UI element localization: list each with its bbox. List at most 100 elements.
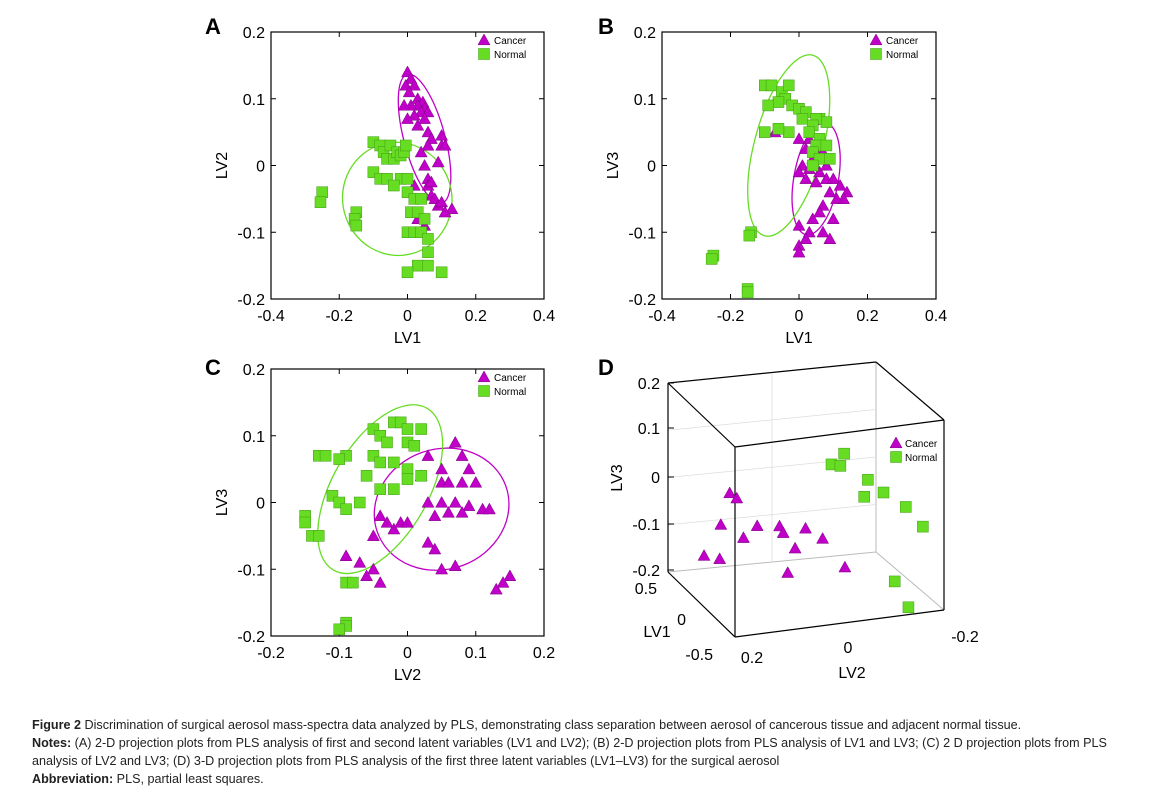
x-tick-label: 0 <box>795 308 804 325</box>
figure-panels: A-0.4 -0.2 0 0.2 0.4-0.2-0.100.10.2LV1LV2Can… <box>205 14 979 684</box>
z-tick-label: -0.1 <box>632 517 660 534</box>
normal-point <box>418 213 431 225</box>
cancer-point <box>421 138 435 151</box>
normal-point <box>415 423 427 435</box>
legend-cancer-label: Cancer <box>494 36 527 47</box>
normal-point <box>314 196 327 208</box>
cancer-point <box>442 475 455 488</box>
cancer-point <box>401 516 414 528</box>
normal-point <box>435 266 448 279</box>
normal-point <box>422 233 434 245</box>
normal-point <box>796 113 809 125</box>
cancer-point <box>462 499 476 511</box>
legend-normal-marker <box>870 48 882 60</box>
cancer-point <box>496 576 510 588</box>
cancer-point <box>816 225 830 238</box>
cancer-point <box>833 179 847 191</box>
x-tick-label: 0 <box>844 640 853 657</box>
cancer-point <box>776 526 790 538</box>
cancer-point <box>788 541 802 554</box>
cancer-point <box>428 542 442 555</box>
legend-normal-label: Normal <box>886 50 918 61</box>
normal-point <box>381 436 393 449</box>
panel-label: C <box>205 355 221 380</box>
cancer-point <box>799 232 813 244</box>
normal-point <box>333 496 345 509</box>
cancer-point <box>697 549 711 561</box>
back-edge <box>875 551 945 611</box>
y-tick-label: -0.2 <box>628 292 656 309</box>
box-edge <box>667 571 736 638</box>
cancer-point <box>339 549 353 561</box>
y-tick-label: -0.2 <box>237 629 265 646</box>
normal-point <box>350 219 363 232</box>
y-tick-label: 0.2 <box>243 25 265 42</box>
normal-point <box>888 575 901 588</box>
normal-point <box>824 153 836 165</box>
normal-point <box>401 423 414 435</box>
caption-notes-label: Notes: <box>32 736 72 750</box>
caption-abbreviation-text: PLS, partial least squares. <box>113 772 264 786</box>
cancer-point <box>397 98 411 111</box>
x-axis-label: LV1 <box>785 330 812 347</box>
normal-point <box>401 173 414 185</box>
legend-cancer-marker <box>869 33 883 46</box>
normal-point <box>374 483 386 495</box>
normal-point <box>820 116 833 128</box>
panel-c: C -0.2 -0.1 0 0.1 0.2 -0.2 -0.1 0 0.1 0.2 LV2 LV3 Can… <box>205 355 555 684</box>
normal-point <box>400 139 412 152</box>
panel-a: A-0.4 -0.2 0 0.2 0.4-0.2-0.100.10.2LV1LV2Can… <box>205 14 555 347</box>
normal-point <box>765 79 778 92</box>
x-tick-label: -0.1 <box>325 645 353 662</box>
legend-cancer-marker <box>477 370 491 383</box>
normal-point <box>367 166 380 178</box>
normal-point <box>917 520 929 533</box>
cancer-point <box>813 205 826 218</box>
y-tick-label: 0 <box>647 159 656 176</box>
normal-point <box>422 246 434 259</box>
cancer-point <box>469 475 483 488</box>
cancer-point <box>421 495 435 508</box>
cancer-point <box>792 165 806 178</box>
z-tick-label: -0.2 <box>632 563 660 580</box>
y-tick-label: -0.5 <box>685 647 713 664</box>
cancer-point <box>387 522 401 535</box>
figure-caption: Figure 2 Discrimination of surgical aero… <box>32 716 1150 788</box>
cancer-point <box>418 112 431 124</box>
cancer-point <box>424 175 438 188</box>
cancer-point <box>438 205 452 218</box>
box-edge <box>875 361 945 421</box>
normal-point <box>900 501 912 513</box>
cancer-point <box>442 505 455 518</box>
legend-cancer-marker <box>889 436 903 449</box>
panel-d: D 0.2 0.1 0 -0.1 -0.2 LV3 0.5 0 -0.5 LV1 0.2 0 -0.2 LV… <box>598 355 979 682</box>
cancer-point <box>435 495 449 508</box>
y-tick-label: 0 <box>256 159 265 176</box>
x-tick-label: 0.4 <box>925 308 947 325</box>
x-axis-label: LV1 <box>394 330 421 347</box>
panel-label: B <box>598 14 614 39</box>
x-tick-label: -0.2 <box>717 308 745 325</box>
cancer-point <box>806 212 820 224</box>
cancer-point <box>482 502 496 515</box>
cancer-point <box>360 569 373 581</box>
cancer-point <box>380 516 394 528</box>
caption-notes-text: (A) 2-D projection plots from PLS analys… <box>32 736 1107 768</box>
y-tick-label: 0.2 <box>634 25 656 42</box>
normal-point <box>772 123 785 135</box>
normal-point <box>411 206 424 218</box>
cancer-point <box>455 475 469 488</box>
panel-b: B-0.4 -0.2 0 0.2 0.4-0.2-0.100.10.2LV1LV3Can… <box>598 14 947 347</box>
caption-figure-label: Figure 2 <box>32 718 81 732</box>
x-tick-label: 0.2 <box>533 645 555 662</box>
normal-point <box>415 193 427 205</box>
normal-point <box>803 126 816 138</box>
plot-frame <box>270 368 545 637</box>
x-tick-label: 0.2 <box>741 650 763 667</box>
y-axis-label: LV3 <box>214 489 231 516</box>
cancer-point <box>730 491 744 504</box>
cancer-point <box>373 509 387 521</box>
normal-point <box>902 601 915 614</box>
cancer-point <box>418 158 431 171</box>
cancer-point <box>781 566 795 578</box>
